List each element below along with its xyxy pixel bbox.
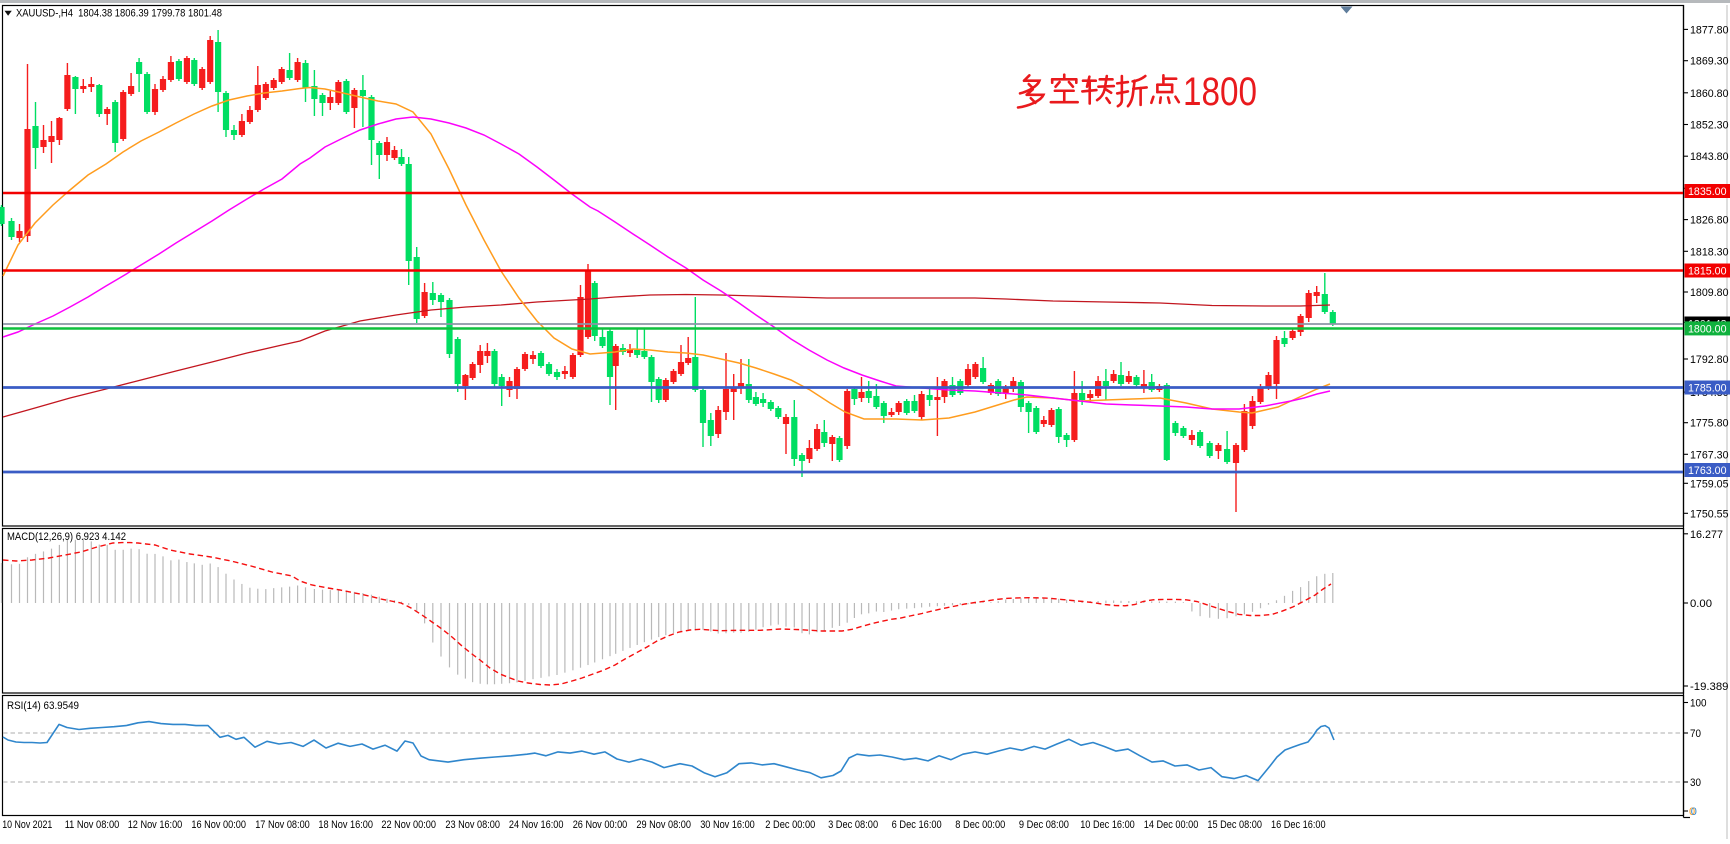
svg-text:10 Dec 16:00: 10 Dec 16:00 — [1080, 819, 1135, 831]
svg-text:22 Nov 00:00: 22 Nov 00:00 — [381, 819, 436, 831]
svg-text:1826.80: 1826.80 — [1690, 215, 1729, 227]
svg-text:1852.30: 1852.30 — [1690, 120, 1729, 132]
svg-text:26 Nov 00:00: 26 Nov 00:00 — [573, 819, 628, 831]
svg-text:9 Dec 08:00: 9 Dec 08:00 — [1019, 819, 1069, 831]
svg-text:30: 30 — [1690, 777, 1701, 789]
svg-text:1759.05: 1759.05 — [1690, 478, 1729, 490]
svg-text:RSI(14) 63.9549: RSI(14) 63.9549 — [7, 700, 79, 712]
svg-text:16 Nov 00:00: 16 Nov 00:00 — [191, 819, 246, 831]
svg-text:23 Nov 08:00: 23 Nov 08:00 — [445, 819, 500, 831]
svg-text:XAUUSD-,H4 1804.38 1806.39 17: XAUUSD-,H4 1804.38 1806.39 1799.78 1801.… — [16, 8, 222, 20]
svg-text:1800.00: 1800.00 — [1688, 323, 1727, 335]
svg-text:1877.80: 1877.80 — [1690, 24, 1729, 36]
svg-text:0.00: 0.00 — [1690, 598, 1712, 610]
svg-text:1818.30: 1818.30 — [1690, 246, 1729, 258]
svg-text:1750.55: 1750.55 — [1690, 508, 1729, 520]
svg-text:1800: 1800 — [1183, 70, 1257, 114]
svg-text:2 Dec 00:00: 2 Dec 00:00 — [765, 819, 815, 831]
svg-text:1815.00: 1815.00 — [1688, 266, 1727, 278]
svg-text:-19.389: -19.389 — [1690, 681, 1729, 693]
svg-text:1763.00: 1763.00 — [1688, 465, 1727, 477]
svg-text:8 Dec 00:00: 8 Dec 00:00 — [955, 819, 1005, 831]
svg-text:1860.80: 1860.80 — [1690, 88, 1729, 100]
svg-text:29 Nov 08:00: 29 Nov 08:00 — [636, 819, 691, 831]
svg-text:6 Dec 16:00: 6 Dec 16:00 — [892, 819, 942, 831]
svg-text:1785.00: 1785.00 — [1688, 383, 1727, 395]
svg-text:1835.00: 1835.00 — [1688, 186, 1727, 198]
svg-text:16 Dec 16:00: 16 Dec 16:00 — [1271, 819, 1326, 831]
svg-text:16.277: 16.277 — [1690, 529, 1723, 541]
svg-text:1843.80: 1843.80 — [1690, 151, 1729, 163]
svg-text:1809.80: 1809.80 — [1690, 287, 1729, 299]
svg-text:1767.30: 1767.30 — [1690, 449, 1729, 461]
svg-text:24 Nov 16:00: 24 Nov 16:00 — [509, 819, 564, 831]
svg-text:1775.80: 1775.80 — [1690, 418, 1729, 430]
svg-text:MACD(12,26,9) 6.923 4.142: MACD(12,26,9) 6.923 4.142 — [7, 531, 126, 543]
svg-text:70: 70 — [1690, 728, 1701, 740]
svg-text:11 Nov 08:00: 11 Nov 08:00 — [65, 819, 120, 831]
svg-text:18 Nov 16:00: 18 Nov 16:00 — [318, 819, 373, 831]
svg-text:3 Dec 08:00: 3 Dec 08:00 — [828, 819, 878, 831]
svg-text:100: 100 — [1690, 698, 1707, 710]
svg-text:10 Nov 2021: 10 Nov 2021 — [2, 819, 52, 831]
svg-text:0: 0 — [1691, 806, 1697, 818]
svg-text:15 Dec 08:00: 15 Dec 08:00 — [1207, 819, 1262, 831]
svg-text:12 Nov 16:00: 12 Nov 16:00 — [128, 819, 183, 831]
svg-text:30 Nov 16:00: 30 Nov 16:00 — [700, 819, 755, 831]
svg-text:1792.80: 1792.80 — [1690, 354, 1729, 366]
svg-text:14 Dec 00:00: 14 Dec 00:00 — [1144, 819, 1199, 831]
svg-text:17 Nov 08:00: 17 Nov 08:00 — [255, 819, 310, 831]
svg-text:1869.30: 1869.30 — [1690, 56, 1729, 68]
